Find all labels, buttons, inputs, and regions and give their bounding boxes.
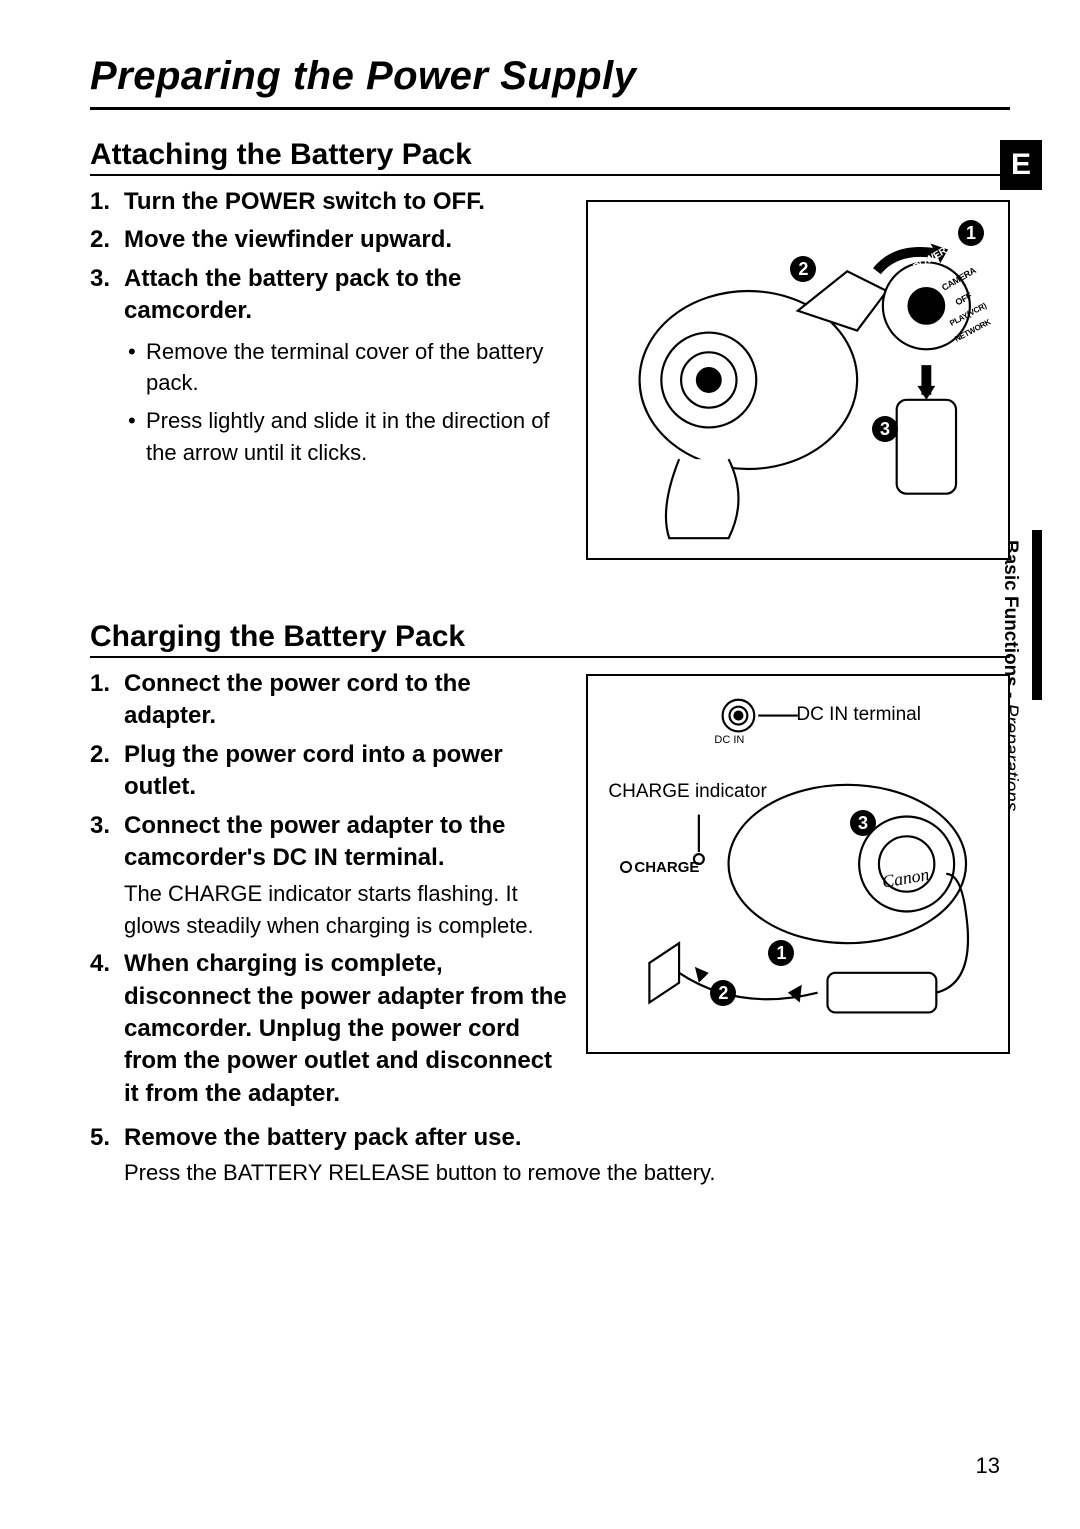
attaching-steps-list: Turn the POWER switch to OFF. Move the v… <box>90 186 568 469</box>
dc-in-terminal-label: DC IN terminal <box>796 704 921 726</box>
step-text: Connect the power cord to the adapter. <box>124 670 471 729</box>
step-text: Remove the battery pack after use. <box>124 1124 522 1151</box>
step-item: Move the viewfinder upward. <box>90 224 568 256</box>
step-note: Press the BATTERY RELEASE button to remo… <box>124 1158 1010 1188</box>
charge-indicator-label: CHARGE indicator <box>608 780 766 804</box>
step-5: Remove the battery pack after use. Press… <box>90 1122 1010 1188</box>
step-text: Turn the POWER switch to OFF. <box>124 188 485 215</box>
attaching-illustration: 1 2 3 POWER CAMERA OFF PLAY(VCR) NETWORK <box>586 200 1010 560</box>
step-note: The CHARGE indicator starts flashing. It… <box>124 878 568 942</box>
figure-marker-1: 1 <box>958 220 984 246</box>
step-text: Attach the battery pack to the camcorder… <box>124 265 461 324</box>
attaching-steps-column: Turn the POWER switch to OFF. Move the v… <box>90 186 568 560</box>
charge-led-icon <box>620 861 632 873</box>
charging-figure-column: Canon DC IN terminal DC IN CHARGE indica… <box>586 668 1010 1116</box>
section-heading-attaching: Attaching the Battery Pack <box>90 138 1010 176</box>
step-text: Move the viewfinder upward. <box>124 226 452 253</box>
step-item: Turn the POWER switch to OFF. <box>90 186 568 218</box>
language-tab: E <box>1000 140 1042 190</box>
side-index-bar <box>1032 530 1042 700</box>
attaching-figure-column: 1 2 3 POWER CAMERA OFF PLAY(VCR) NETWORK <box>586 186 1010 560</box>
bullet-item: Remove the terminal cover of the battery… <box>128 336 568 400</box>
step-item: Connect the power cord to the adapter. <box>90 668 568 733</box>
figure-marker-3: 3 <box>872 416 898 442</box>
step-text: When charging is complete, disconnect th… <box>124 950 567 1107</box>
charge-text: CHARGE <box>634 859 699 876</box>
charging-steps-column: Connect the power cord to the adapter. P… <box>90 668 568 1116</box>
page-number: 13 <box>976 1453 1000 1479</box>
step-item: When charging is complete, disconnect th… <box>90 948 568 1110</box>
step-text: Connect the power adapter to the camcord… <box>124 812 505 871</box>
figure-marker-3: 3 <box>850 810 876 836</box>
step-item: Attach the battery pack to the camcorder… <box>90 263 568 469</box>
dc-in-small-label: DC IN <box>714 734 744 746</box>
bullet-item: Press lightly and slide it in the direct… <box>128 405 568 469</box>
charging-steps-list: Connect the power cord to the adapter. P… <box>90 668 568 1110</box>
charging-illustration: Canon DC IN terminal DC IN CHARGE indica… <box>586 674 1010 1054</box>
section-heading-charging: Charging the Battery Pack <box>90 620 1010 658</box>
step-bullets: Remove the terminal cover of the battery… <box>124 336 568 470</box>
step-text: Plug the power cord into a power outlet. <box>124 741 503 800</box>
charge-text-label: CHARGE <box>620 859 699 876</box>
page-title: Preparing the Power Supply <box>90 54 1010 110</box>
step-item: Connect the power adapter to the camcord… <box>90 810 568 943</box>
step-item: Plug the power cord into a power outlet. <box>90 739 568 804</box>
